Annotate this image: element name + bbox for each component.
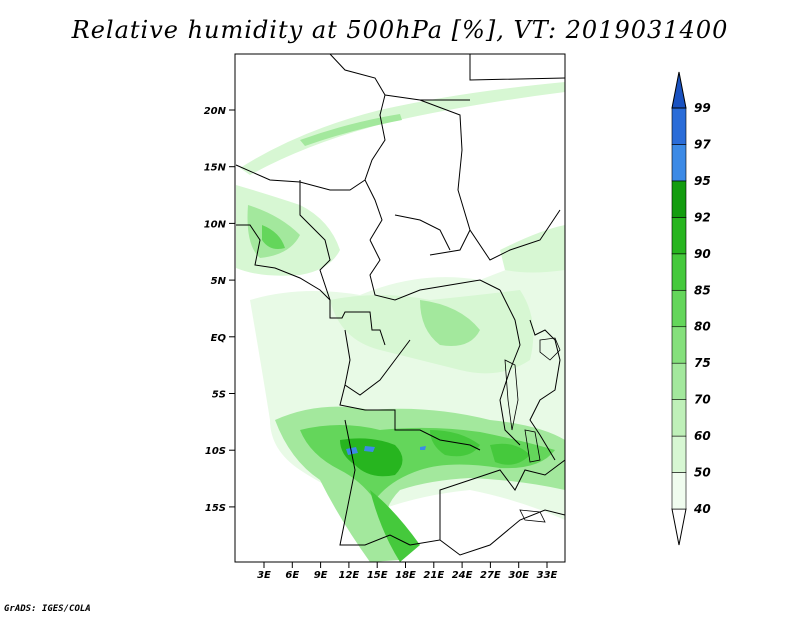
lat-tick-label: 15S	[205, 503, 226, 514]
colorbar-segment	[671, 326, 687, 364]
colorbar-segment	[671, 217, 687, 255]
colorbar-upper-extend	[671, 71, 687, 109]
lon-tick-label: 6E	[285, 570, 299, 581]
colorbar-segment	[671, 107, 687, 145]
colorbar-label: 75	[694, 356, 711, 370]
grads-credit: GrADS: IGES/COLA	[4, 604, 91, 614]
colorbar-label: 80	[694, 320, 711, 334]
lat-tick-label: 5N	[211, 276, 227, 287]
colorbar-segment	[671, 144, 687, 182]
colorbar: 40 50 60 70 75 80 85 90 92 95 97 99	[671, 71, 711, 546]
lat-tick-label: 10N	[204, 219, 227, 230]
colorbar-label: 85	[694, 283, 711, 297]
colorbar-segment	[671, 253, 687, 291]
lat-tick-label: 5S	[212, 390, 226, 401]
country-borders	[235, 54, 565, 556]
colorbar-label: 97	[694, 137, 711, 151]
lakes	[504, 337, 561, 523]
colorbar-label: 99	[694, 101, 711, 115]
colorbar-label: 90	[694, 247, 711, 261]
colorbar-label: 95	[694, 174, 711, 188]
colorbar-lower-extend	[671, 508, 687, 546]
lat-tick-label: EQ	[211, 333, 227, 344]
lon-tick-label: 9E	[314, 570, 328, 581]
lon-tick-label: 24E	[452, 570, 473, 581]
lon-tick-label: 30E	[508, 570, 529, 581]
colorbar-segment	[671, 180, 687, 218]
humidity-field	[236, 82, 565, 562]
colorbar-label: 40	[693, 502, 711, 516]
colorbar-segment	[671, 362, 687, 400]
lat-tick-label: 20N	[204, 106, 227, 117]
lon-tick-label: 33E	[537, 570, 558, 581]
map-title: Relative humidity at 500hPa [%], VT: 201…	[71, 16, 729, 44]
colorbar-segment	[671, 435, 687, 473]
lon-tick-label: 12E	[339, 570, 360, 581]
map-frame	[234, 53, 566, 563]
lat-tick-label: 15N	[204, 163, 227, 174]
lat-tick-label: 10S	[205, 446, 226, 457]
colorbar-label: 60	[694, 429, 711, 443]
lon-tick-label: 27E	[480, 570, 501, 581]
colorbar-segment	[671, 399, 687, 437]
lon-tick-label: 21E	[423, 570, 444, 581]
lon-tick-label: 15E	[367, 570, 388, 581]
colorbar-label: 70	[694, 393, 711, 407]
colorbar-segment	[671, 289, 687, 328]
colorbar-label: 50	[694, 466, 711, 480]
longitude-axis: 3E 6E 9E 12E 15E 18E 21E 24E 27E 30E 33E	[257, 562, 558, 581]
colorbar-segment	[671, 472, 687, 510]
lon-tick-label: 3E	[257, 570, 271, 581]
lon-tick-label: 18E	[395, 570, 416, 581]
latitude-axis: 20N 15N 10N 5N EQ 5S 10S 15S	[204, 106, 235, 514]
colorbar-label: 92	[694, 210, 711, 224]
